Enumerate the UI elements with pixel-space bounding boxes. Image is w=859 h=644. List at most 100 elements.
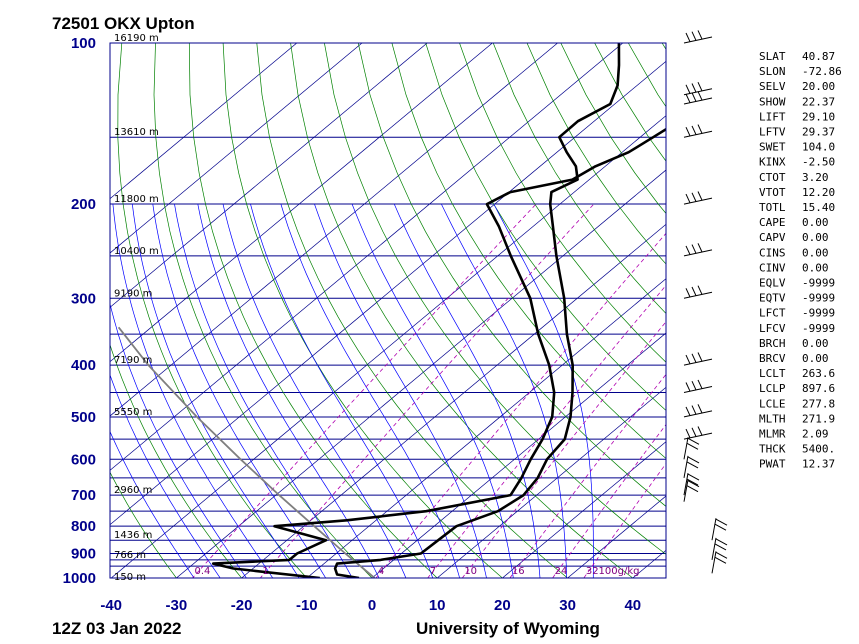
wind-barb	[683, 243, 713, 257]
moist-adiabat	[110, 373, 221, 578]
index-value: 40.87	[802, 50, 835, 63]
moist-adiabat	[493, 203, 594, 578]
index-value: 12.37	[802, 458, 835, 471]
mixing-ratio-line	[375, 232, 666, 578]
index-label: LCLE	[759, 397, 786, 410]
temperature-tick-label: -10	[296, 597, 318, 614]
isotherm-20	[502, 441, 666, 578]
index-value: 29.10	[802, 110, 835, 123]
moist-adiabat	[174, 204, 353, 578]
dry-adiabat	[290, 43, 634, 578]
index-label: CTOT	[759, 171, 786, 184]
dry-adiabat	[110, 343, 243, 578]
index-value: -9999	[802, 277, 835, 290]
temperature-tick-label: 40	[624, 597, 641, 614]
isotherm--100	[110, 43, 363, 254]
index-value: -9999	[802, 307, 835, 320]
index-label: LCLT	[759, 367, 786, 380]
grid-lines	[110, 43, 666, 578]
height-label: 10400 m	[114, 246, 159, 257]
index-label: CINV	[759, 261, 786, 274]
wind-barb	[683, 404, 713, 418]
dry-adiabat	[357, 43, 666, 507]
height-label: 9190 m	[114, 288, 152, 299]
moist-adiabat	[314, 203, 487, 578]
stability-indices: SLAT 40.87 SLON -72.86 SELV 20.00 SHOW 22.37 LIF…	[759, 50, 842, 471]
dry-adiabat	[256, 43, 569, 578]
temperature-tick-label: -40	[100, 597, 122, 614]
index-label: LCLP	[759, 382, 786, 395]
moist-adiabat	[441, 203, 568, 578]
index-label: EQLV	[759, 277, 786, 290]
height-label: 13610 m	[114, 127, 159, 138]
parcel-path-line	[117, 326, 376, 578]
index-label: VTOT	[759, 186, 786, 199]
wind-barb	[683, 81, 713, 96]
mixing-ratio-label: 24	[555, 566, 568, 577]
temperature-tick-label: -30	[166, 597, 188, 614]
mixing-ratio-label: 4	[378, 566, 384, 577]
pressure-tick-label: 1000	[63, 570, 96, 587]
index-value: 263.6	[802, 367, 835, 380]
wind-barb	[683, 30, 713, 44]
sounding-curves	[117, 43, 666, 578]
isotherm--40	[110, 115, 666, 578]
index-label: LFCT	[759, 307, 786, 320]
height-label: 2960 m	[114, 485, 152, 496]
index-label: BRCV	[759, 352, 786, 365]
dry-adiabat	[459, 43, 666, 363]
mixing-ratio-line	[427, 284, 666, 578]
moist-adiabat	[152, 204, 327, 578]
moist-adiabat	[222, 204, 407, 578]
index-value: 29.37	[802, 126, 835, 139]
index-label: MLMR	[759, 428, 786, 441]
index-label: CAPV	[759, 231, 786, 244]
index-value: 12.20	[802, 186, 835, 199]
isotherm--90	[110, 43, 428, 308]
height-label: 16190 m	[114, 33, 159, 44]
moist-adiabat	[131, 204, 300, 578]
mixing-ratio-line	[191, 203, 537, 578]
moist-adiabat	[250, 204, 434, 578]
wind-barb	[711, 551, 728, 574]
index-value: 22.37	[802, 95, 835, 108]
index-label: SELV	[759, 80, 786, 93]
plot-frame	[109, 42, 667, 579]
moist-adiabat	[112, 204, 274, 578]
dry-adiabat	[222, 43, 503, 578]
isotherm--50	[110, 60, 666, 526]
dry-adiabat	[492, 43, 666, 315]
pressure-tick-label: 100	[71, 35, 96, 52]
mixing-ratio-label: 7	[430, 566, 436, 577]
moist-adiabat	[110, 430, 195, 578]
wind-barb	[711, 537, 728, 560]
temperature-tick-label: -20	[231, 597, 253, 614]
dry-adiabat	[526, 43, 666, 265]
mixing-ratio-line	[583, 462, 666, 578]
chart-title: 72501 OKX Upton	[52, 14, 195, 33]
index-value: -2.50	[802, 156, 835, 169]
height-label: 11800 m	[114, 194, 159, 205]
isotherm--60	[110, 43, 624, 471]
index-label: SHOW	[759, 95, 786, 108]
index-label: THCK	[759, 443, 786, 456]
temperature-tick-label: 30	[559, 597, 576, 614]
moist-adiabat	[110, 302, 247, 578]
moist-adiabat	[197, 204, 380, 578]
index-label: LIFT	[759, 110, 786, 123]
mixing-ratio-label: 1	[262, 566, 268, 577]
wind-barb	[683, 426, 713, 440]
temperature-tick-label: 20	[494, 597, 511, 614]
isotherm--70	[110, 43, 558, 417]
moist-adiabat	[351, 203, 514, 578]
moist-adiabat	[393, 203, 541, 578]
wind-barb	[683, 455, 700, 478]
pressure-tick-label: 900	[71, 546, 96, 563]
observation-time: 12Z 03 Jan 2022	[52, 619, 181, 638]
index-label: EQTV	[759, 292, 786, 305]
isotherm--10	[306, 278, 666, 578]
wind-barb	[683, 191, 713, 205]
isotherm--80	[110, 43, 493, 363]
index-value: 271.9	[802, 412, 835, 425]
dewpoint-line	[211, 127, 666, 578]
